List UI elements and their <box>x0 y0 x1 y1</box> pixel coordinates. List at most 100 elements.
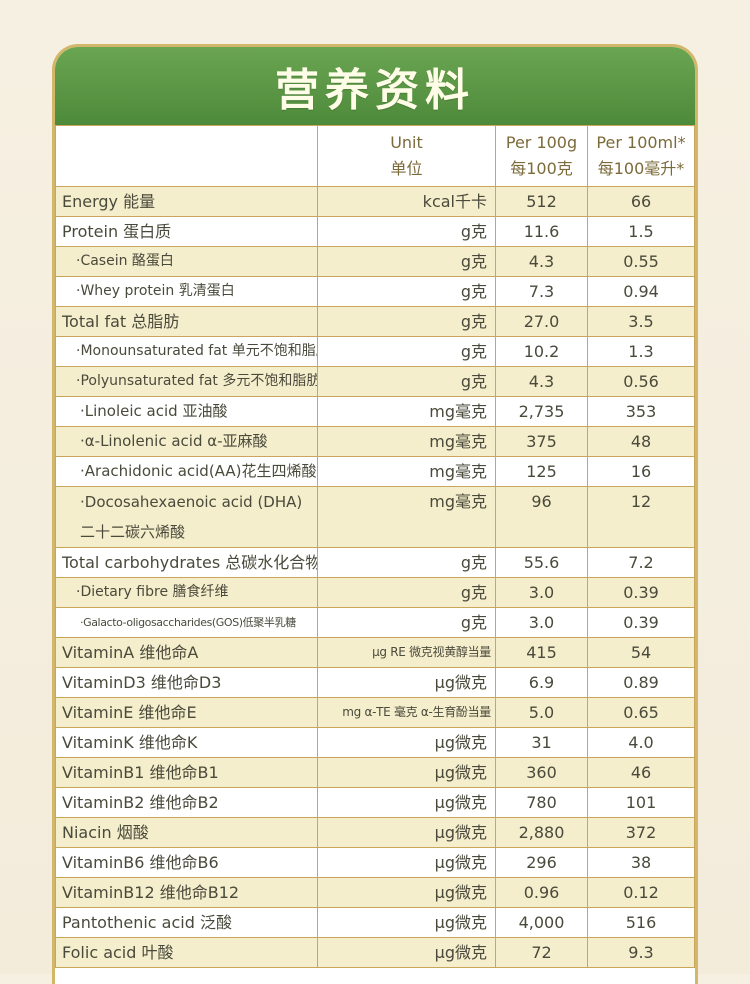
value-per-100g: 27.0 <box>495 306 588 337</box>
nutrition-table: Unit 单位 Per 100g 每100克 Per 100ml* 每100毫升… <box>55 125 695 968</box>
nutrient-name: VitaminK 维他命K <box>55 727 318 758</box>
nutrient-name: ·Monounsaturated fat 单元不饱和脂肪 <box>55 336 318 367</box>
nutrient-unit: μg微克 <box>317 937 496 968</box>
nutrient-unit: mg毫克 <box>317 426 496 457</box>
value-per-100ml: 0.89 <box>587 667 695 698</box>
nutrient-unit: μg微克 <box>317 667 496 698</box>
value-per-100ml: 54 <box>587 637 695 668</box>
header-per100g-cn: 每100克 <box>510 159 573 178</box>
nutrient-name: VitaminB2 维他命B2 <box>55 787 318 818</box>
value-per-100g: 7.3 <box>495 276 588 307</box>
value-per-100ml: 0.56 <box>587 366 695 397</box>
nutrient-name: ·Whey protein 乳清蛋白 <box>55 276 318 307</box>
value-per-100g: 2,735 <box>495 396 588 427</box>
nutrient-unit: μg微克 <box>317 907 496 938</box>
value-per-100ml: 12 <box>587 486 695 548</box>
nutrient-label: Niacin 烟酸 <box>62 823 149 842</box>
table-row: Niacin 烟酸 μg微克 2,880 372 <box>55 817 695 848</box>
nutrient-label: VitaminB12 维他命B12 <box>62 883 240 902</box>
nutrient-label: ·Galacto-oligosaccharides(GOS)低聚半乳糖 <box>80 616 296 629</box>
table-row: ·Whey protein 乳清蛋白 g克 7.3 0.94 <box>55 276 695 307</box>
nutrient-name: ·Linoleic acid 亚油酸 <box>55 396 318 427</box>
value-per-100ml: 46 <box>587 757 695 788</box>
value-per-100g: 5.0 <box>495 697 588 728</box>
value-per-100g: 4.3 <box>495 246 588 277</box>
table-row: VitaminB6 维他命B6 μg微克 296 38 <box>55 847 695 878</box>
value-per-100g: 3.0 <box>495 577 588 608</box>
nutrient-name: Niacin 烟酸 <box>55 817 318 848</box>
value-per-100g: 10.2 <box>495 336 588 367</box>
nutrient-label: ·Monounsaturated fat 单元不饱和脂肪 <box>76 343 318 359</box>
value-per-100g: 4.3 <box>495 366 588 397</box>
value-per-100ml: 0.39 <box>587 577 695 608</box>
nutrient-unit: g克 <box>317 577 496 608</box>
nutrient-name: VitaminA 维他命A <box>55 637 318 668</box>
nutrition-card: 营养资料 Unit 单位 Per 100g 每100克 Per 100ml* 每… <box>52 44 698 984</box>
value-per-100g: 125 <box>495 456 588 487</box>
nutrient-label: VitaminB6 维他命B6 <box>62 853 219 872</box>
value-per-100g: 415 <box>495 637 588 668</box>
value-per-100ml: 66 <box>587 186 695 217</box>
value-per-100g: 375 <box>495 426 588 457</box>
nutrient-label: ·Linoleic acid 亚油酸 <box>80 402 228 420</box>
table-row: ·Galacto-oligosaccharides(GOS)低聚半乳糖 g克 3.0… <box>55 607 695 638</box>
nutrient-name: ·Arachidonic acid(AA)花生四烯酸 <box>55 456 318 487</box>
nutrient-label: Folic acid 叶酸 <box>62 943 174 962</box>
table-row: Energy 能量 kcal千卡 512 66 <box>55 186 695 217</box>
nutrient-unit: μg微克 <box>317 757 496 788</box>
header-banner: 营养资料 <box>55 47 695 125</box>
value-per-100ml: 38 <box>587 847 695 878</box>
table-row: Protein 蛋白质 g克 11.6 1.5 <box>55 216 695 247</box>
nutrient-name: VitaminD3 维他命D3 <box>55 667 318 698</box>
page-title: 营养资料 <box>275 65 475 116</box>
table-row: VitaminK 维他命K μg微克 31 4.0 <box>55 727 695 758</box>
nutrient-unit: g克 <box>317 366 496 397</box>
nutrient-name: VitaminB12 维他命B12 <box>55 877 318 908</box>
value-per-100ml: 0.39 <box>587 607 695 638</box>
value-per-100g: 360 <box>495 757 588 788</box>
nutrient-name: Energy 能量 <box>55 186 318 217</box>
value-per-100g: 55.6 <box>495 547 588 578</box>
nutrient-unit: g克 <box>317 246 496 277</box>
value-per-100g: 4,000 <box>495 907 588 938</box>
nutrient-unit: μg微克 <box>317 847 496 878</box>
value-per-100ml: 1.5 <box>587 216 695 247</box>
value-per-100ml: 0.65 <box>587 697 695 728</box>
table-row: ·Linoleic acid 亚油酸 mg毫克 2,735 353 <box>55 396 695 427</box>
nutrient-name: VitaminB6 维他命B6 <box>55 847 318 878</box>
value-per-100ml: 7.2 <box>587 547 695 578</box>
nutrient-name: ·Polyunsaturated fat 多元不饱和脂肪 <box>55 366 318 397</box>
value-per-100g: 31 <box>495 727 588 758</box>
nutrient-label: ·Docosahexaenoic acid (DHA) <box>80 493 303 511</box>
nutrient-name: Total fat 总脂肪 <box>55 306 318 337</box>
nutrient-name: ·Docosahexaenoic acid (DHA) 二十二碳六烯酸 <box>55 486 318 548</box>
nutrient-label: VitaminB2 维他命B2 <box>62 793 219 812</box>
value-per-100ml: 1.3 <box>587 336 695 367</box>
nutrient-unit: μg RE 微克视黄醇当量 <box>317 637 496 668</box>
table-row: VitaminB2 维他命B2 μg微克 780 101 <box>55 787 695 818</box>
nutrient-unit: μg微克 <box>317 877 496 908</box>
nutrient-name: VitaminB1 维他命B1 <box>55 757 318 788</box>
nutrient-name: ·Casein 酪蛋白 <box>55 246 318 277</box>
value-per-100ml: 48 <box>587 426 695 457</box>
table-row: VitaminD3 维他命D3 μg微克 6.9 0.89 <box>55 667 695 698</box>
header-per100g: Per 100g 每100克 <box>495 125 588 187</box>
nutrient-name: Total carbohydrates 总碳水化合物 <box>55 547 318 578</box>
header-name <box>55 125 318 187</box>
nutrient-label: ·Whey protein 乳清蛋白 <box>76 283 235 299</box>
header-per100ml-cn: 每100毫升* <box>597 159 685 178</box>
value-per-100g: 3.0 <box>495 607 588 638</box>
value-per-100g: 0.96 <box>495 877 588 908</box>
nutrient-label: Protein 蛋白质 <box>62 222 172 241</box>
value-per-100ml: 353 <box>587 396 695 427</box>
header-per100g-en: Per 100g <box>505 133 578 152</box>
table-row: ·Polyunsaturated fat 多元不饱和脂肪 g克 4.3 0.56 <box>55 366 695 397</box>
table-row: VitaminA 维他命A μg RE 微克视黄醇当量 415 54 <box>55 637 695 668</box>
nutrient-label: VitaminD3 维他命D3 <box>62 673 222 692</box>
header-unit: Unit 单位 <box>317 125 496 187</box>
nutrient-label: VitaminK 维他命K <box>62 733 198 752</box>
nutrient-unit: g克 <box>317 336 496 367</box>
value-per-100g: 96 <box>495 486 588 548</box>
nutrient-unit: g克 <box>317 216 496 247</box>
nutrient-unit: μg微克 <box>317 817 496 848</box>
